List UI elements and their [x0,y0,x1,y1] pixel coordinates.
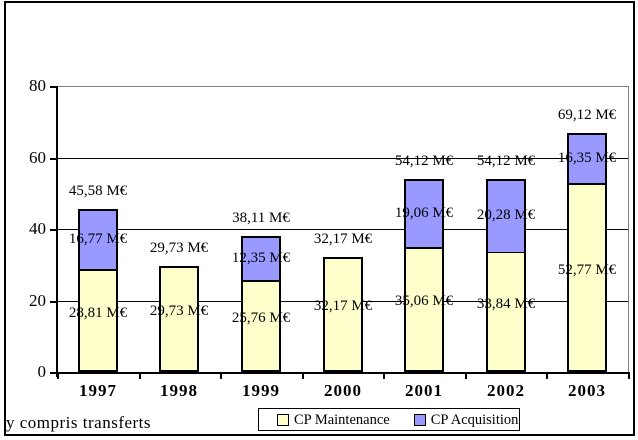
footnote: y compris transferts [6,413,152,432]
legend-label-cp-acquisition: CP Acquisition [430,411,519,428]
maintenance-label-1997: 28,81 M€ [68,305,128,321]
y-axis-label-80: 80 [29,76,46,95]
maintenance-label-1998: 29,73 M€ [149,303,209,319]
x-axis-label-2003: 2003 [568,381,606,400]
acquisition-label-2001: 19,06 M€ [394,205,454,221]
cp-maintenance-swatch-icon [277,413,289,426]
maintenance-label-2000: 32,17 M€ [313,298,373,314]
acquisition-label-2002: 20,28 M€ [476,207,536,223]
x-axis-label-1998: 1998 [160,381,198,400]
y-axis-label-0: 0 [37,362,47,381]
x-axis-label-1997: 1997 [79,381,117,400]
acquisition-label-1997: 16,77 M€ [68,231,128,247]
chart-legend: CP Maintenance CP Acquisition [258,408,520,431]
maintenance-label-1999: 25,76 M€ [231,310,291,326]
total-label-2003: 69,12 M€ [557,107,617,123]
x-axis-label-2001: 2001 [405,381,443,400]
x-axis-tick [628,372,630,379]
y-axis-line [56,86,58,377]
bar-acquisition-1997 [78,209,118,269]
total-label-1997: 45,58 M€ [68,183,128,199]
x-axis-line [56,372,628,374]
legend-item-cp-acquisition: CP Acquisition [413,411,519,428]
maintenance-label-2002: 33,84 M€ [476,296,536,312]
y-axis-tick [50,229,57,231]
bar-maintenance-2000 [323,257,363,372]
bar-maintenance-1998 [159,266,199,372]
total-label-1998: 29,73 M€ [149,240,209,256]
y-axis-label-60: 60 [29,148,46,167]
x-axis-tick [302,372,304,379]
bar-maintenance-1999 [241,280,281,372]
bar-maintenance-1997 [78,269,118,372]
maintenance-label-2003: 52,77 M€ [557,262,617,278]
y-axis-tick [50,372,57,374]
y-axis-tick [50,158,57,160]
x-axis-tick [57,372,59,379]
x-axis-tick [465,372,467,379]
gridline-60 [57,158,628,159]
x-axis-tick [383,372,385,379]
bar-acquisition-1999 [241,236,281,280]
x-axis-tick [546,372,548,379]
bar-acquisition-2001 [404,179,444,247]
acquisition-label-2003: 16,35 M€ [557,150,617,166]
plot-border-right [628,86,629,372]
total-label-2001: 54,12 M€ [394,153,454,169]
total-label-2000: 32,17 M€ [313,231,373,247]
x-axis-label-2000: 2000 [324,381,362,400]
bar-maintenance-2003 [567,183,607,372]
acquisition-label-1999: 12,35 M€ [231,250,291,266]
y-axis-label-40: 40 [29,219,46,238]
legend-label-cp-maintenance: CP Maintenance [294,411,390,428]
maintenance-label-2001: 35,06 M€ [394,293,454,309]
y-axis-label-20: 20 [29,291,46,310]
total-label-2002: 54,12 M€ [476,153,536,169]
bar-maintenance-2001 [404,247,444,372]
x-axis-tick [139,372,141,379]
cp-acquisition-swatch-icon [413,413,426,426]
x-axis-label-1999: 1999 [242,381,280,400]
bar-maintenance-2002 [486,251,526,372]
bar-acquisition-2003 [567,133,607,183]
x-axis-label-2002: 2002 [487,381,525,400]
total-label-1999: 38,11 M€ [232,210,290,226]
x-axis-tick [220,372,222,379]
plot-border-top [57,86,629,87]
gridline-40 [57,229,628,230]
y-axis-tick [50,301,57,303]
bar-acquisition-2002 [486,179,526,252]
legend-item-cp-maintenance: CP Maintenance [277,412,390,428]
y-axis-tick [50,86,57,88]
